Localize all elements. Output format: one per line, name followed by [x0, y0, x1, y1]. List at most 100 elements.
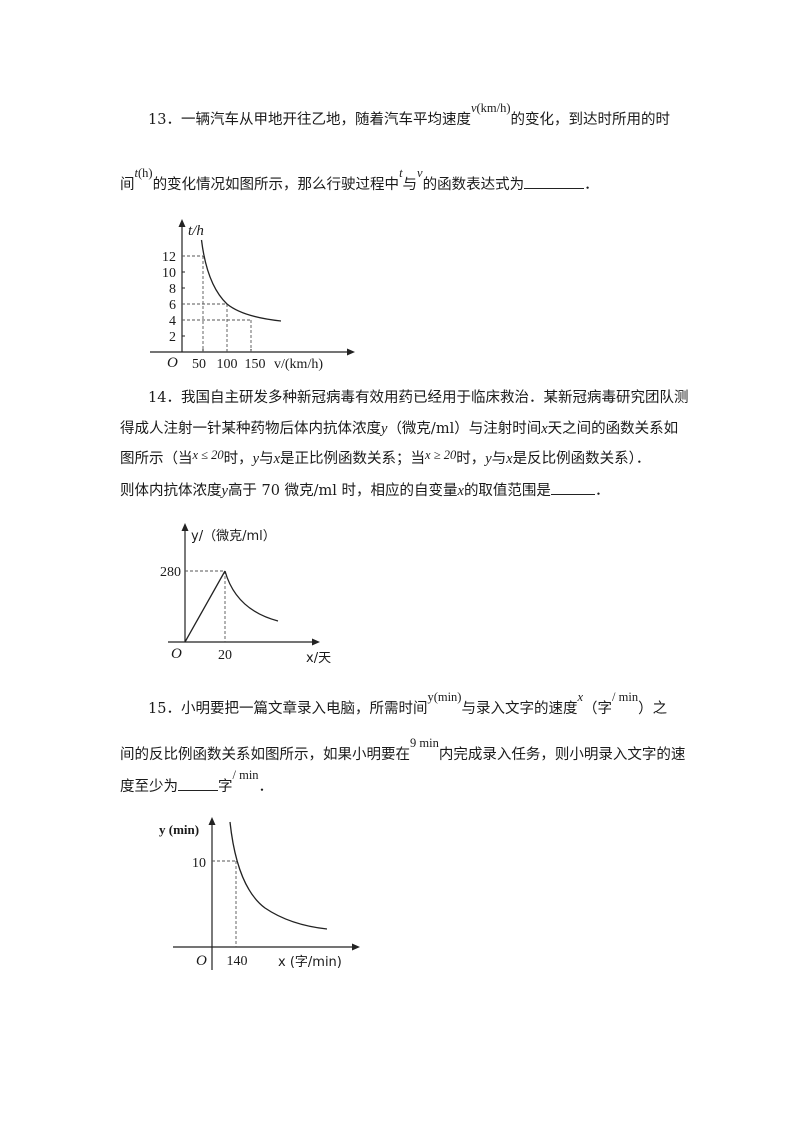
q13-number: 13．: [148, 112, 181, 128]
q14-x-tick-20: 20: [218, 648, 232, 663]
q13-text-1: 一辆汽车从甲地开往乙地，随着汽车平均速度: [180, 112, 471, 128]
q13-graph: t/h 12 10 8 6 4 2 O 50 100 150 v/(km/h): [150, 219, 355, 372]
q13-y-tick-2: 2: [169, 330, 176, 345]
q15-x-tick-140: 140: [227, 954, 248, 969]
q14-text-3e: 时，: [456, 451, 486, 467]
q14-linear-segment: [184, 570, 226, 643]
q13-v-var2: v: [417, 166, 423, 180]
q13-answer-blank: [524, 174, 585, 189]
q13-y-axis-label: t/h: [188, 223, 204, 239]
q15-text-3a: 度至少为: [120, 779, 178, 795]
q15-x-arrow-icon: [352, 943, 360, 951]
q15-answer-blank: [178, 776, 218, 791]
q13-x-arrow-icon: [347, 348, 355, 356]
q15-var-x: x: [577, 690, 584, 704]
q13-curve: [200, 239, 282, 322]
q14-condition-1: x ≤ 20: [192, 448, 224, 462]
q14-text-3a: 图所示（当: [120, 451, 193, 467]
q13-t-unit: (h): [137, 166, 153, 180]
q14-condition-2: x ≥ 20: [425, 448, 457, 462]
q14-x-axis-label: x/天: [306, 651, 331, 666]
q15-y-expression: y(min): [427, 690, 462, 704]
q15-text-1a: 小明要把一篇文章录入电脑，所需时间: [180, 701, 428, 717]
q14-x-arrow-icon: [312, 638, 320, 646]
q14-text-4a: 则体内抗体浓度: [120, 483, 222, 499]
q13-v-unit: (km/h): [476, 101, 511, 115]
q13-x-tick-50: 50: [192, 357, 206, 372]
q14-text-2c: 天之间的函数关系如: [547, 421, 679, 437]
q14-y-tick-280: 280: [160, 565, 181, 580]
q14-var-x: x: [541, 421, 548, 437]
q13-t-var2: t: [399, 166, 403, 180]
q15-text-1c: （字: [583, 701, 613, 717]
q14-var-x-3: x: [506, 451, 513, 467]
q15-line-3: 度至少为 字/ min．: [120, 768, 274, 797]
q14-text-3g: 是反比例函数关系）．: [512, 451, 651, 467]
q14-text-3d: 是正比例函数关系；当: [280, 451, 426, 467]
q13-x-tick-150: 150: [245, 357, 266, 372]
q13-x-axis-label: v/(km/h): [274, 357, 323, 372]
q13-origin: O: [167, 355, 178, 371]
q13-line-1: 13．一辆汽车从甲地开往乙地，随着汽车平均速度v(km/h)的变化，到达时所用的…: [148, 101, 671, 130]
q14-line-1: 14．我国自主研发多种新冠病毒有效用药已经用于临床救治．某新冠病毒研究团队测: [148, 388, 688, 408]
q14-text-2a: 得成人注射一针某种药物后体内抗体浓度: [120, 421, 381, 437]
q14-number: 14．: [148, 390, 181, 406]
q14-text-4d: ．: [594, 483, 610, 499]
q14-var-y-4: y: [221, 483, 228, 499]
q13-v-var: v: [470, 101, 477, 115]
q14-origin: O: [171, 646, 182, 662]
q13-y-tick-6: 6: [169, 298, 176, 313]
q14-var-y-2: y: [252, 451, 260, 467]
q13-x-tick-100: 100: [217, 357, 238, 372]
q13-text-5: 与: [402, 177, 418, 193]
q15-line-1: 15．小明要把一篇文章录入电脑，所需时间y(min)与录入文字的速度x（字/ m…: [148, 690, 668, 719]
q13-line-2: 间t(h)的变化情况如图所示，那么行驶过程中t与v的函数表达式为．: [120, 166, 599, 195]
q13-y-tick-4: 4: [169, 314, 176, 329]
q14-line-3: 图所示（当x ≤ 20时，y与x是正比例函数关系；当x ≥ 20时，y与x是反比…: [120, 448, 651, 469]
q15-text-1b: 与录入文字的速度: [461, 701, 578, 717]
q14-graph: y/（微克/ml） 280 O 20 x/天: [160, 523, 331, 666]
q14-var-x-2: x: [273, 451, 281, 467]
q15-unit: / min: [612, 690, 639, 704]
q14-curve: [224, 570, 279, 622]
q15-y-tick-10: 10: [192, 856, 206, 871]
q14-text-2b: （微克/ml）与注射时间: [387, 421, 542, 437]
q14-text-4b: 高于 70 微克/ml 时，相应的自变量: [227, 483, 458, 499]
q14-text-3c: 与: [259, 451, 274, 467]
q14-line-4: 则体内抗体浓度y高于 70 微克/ml 时，相应的自变量x的取值范围是 ．: [120, 480, 609, 501]
q15-nine-min: 9 min: [410, 736, 439, 750]
q15-text-1d: ）之: [638, 701, 668, 717]
q15-y-axis-label: y (min): [159, 822, 199, 837]
q15-origin: O: [196, 953, 207, 969]
q14-var-x-4: x: [457, 483, 464, 499]
q14-line-2: 得成人注射一针某种药物后体内抗体浓度y（微克/ml）与注射时间x天之间的函数关系…: [120, 419, 678, 439]
q15-text-3c: ．: [258, 779, 274, 795]
q15-line-2: 间的反比例函数关系如图所示，如果小明要在9 min内完成录入任务，则小明录入文字…: [120, 736, 686, 765]
q15-number: 15．: [148, 701, 181, 717]
q14-y-axis-label: y/（微克/ml）: [191, 529, 276, 544]
q15-text-3b: 字: [218, 779, 233, 795]
q15-text-2a: 间的反比例函数关系如图所示，如果小明要在: [120, 747, 410, 763]
q14-answer-blank: [550, 480, 595, 495]
q13-text-3: 间: [120, 177, 135, 193]
q14-y-arrow-icon: [181, 523, 189, 531]
q13-y-arrow-icon: [178, 219, 186, 227]
q13-y-tick-12: 12: [162, 250, 176, 265]
q15-curve: [229, 821, 328, 930]
q13-text-4: 的变化情况如图所示，那么行驶过程中: [152, 177, 400, 193]
q13-y-tick-10: 10: [162, 266, 176, 281]
q15-text-2b: 内完成录入任务，则小明录入文字的速: [438, 747, 686, 763]
q13-text-7: ．: [584, 177, 599, 193]
q14-var-y-3: y: [485, 451, 492, 467]
q15-graph: y (min) 10 O 140 x (字/min): [159, 817, 360, 970]
q13-text-2: 的变化，到达时所用的时: [510, 112, 671, 128]
q13-y-tick-8: 8: [169, 282, 176, 297]
q13-t-var: t: [134, 166, 138, 180]
q14-text-4c: 的取值范围是: [463, 483, 551, 499]
q14-text-3b: 时，: [223, 451, 253, 467]
q15-y-arrow-icon: [208, 817, 216, 825]
q14-text-3f: 与: [491, 451, 507, 467]
q14-text-1: 我国自主研发多种新冠病毒有效用药已经用于临床救治．某新冠病毒研究团队测: [180, 390, 689, 406]
q15-x-axis-label: x (字/min): [278, 955, 342, 970]
q14-var-y: y: [381, 421, 388, 437]
